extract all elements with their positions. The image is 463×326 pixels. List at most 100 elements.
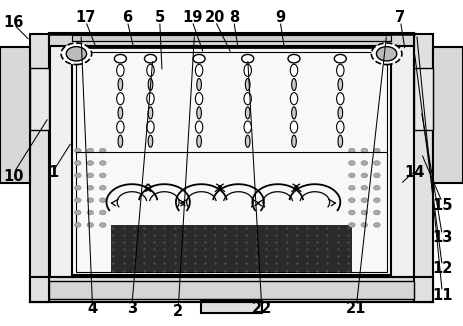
Circle shape xyxy=(87,161,94,165)
Bar xyxy=(72,35,391,41)
Circle shape xyxy=(66,47,87,61)
Circle shape xyxy=(349,198,355,202)
Bar xyxy=(30,277,433,302)
Ellipse shape xyxy=(338,107,343,119)
Text: 19: 19 xyxy=(182,10,202,25)
Ellipse shape xyxy=(147,121,154,133)
Text: 12: 12 xyxy=(432,261,452,276)
Circle shape xyxy=(75,185,81,190)
Ellipse shape xyxy=(118,79,123,91)
Circle shape xyxy=(349,223,355,227)
Text: 11: 11 xyxy=(432,288,452,303)
Polygon shape xyxy=(0,47,30,183)
Ellipse shape xyxy=(197,79,201,91)
Bar xyxy=(76,46,387,272)
Ellipse shape xyxy=(118,107,123,119)
Ellipse shape xyxy=(148,135,153,147)
Circle shape xyxy=(349,173,355,178)
Text: 5: 5 xyxy=(155,10,165,25)
Ellipse shape xyxy=(337,93,344,105)
Circle shape xyxy=(100,148,106,153)
Polygon shape xyxy=(30,68,49,130)
Ellipse shape xyxy=(244,93,251,105)
Circle shape xyxy=(75,148,81,153)
Circle shape xyxy=(242,54,254,63)
Circle shape xyxy=(193,54,205,63)
Circle shape xyxy=(361,173,368,178)
Circle shape xyxy=(361,161,368,165)
Circle shape xyxy=(349,148,355,153)
Bar xyxy=(379,47,394,60)
Ellipse shape xyxy=(148,107,153,119)
Bar xyxy=(49,33,414,46)
Text: 22: 22 xyxy=(251,301,272,316)
Circle shape xyxy=(374,161,380,165)
Ellipse shape xyxy=(197,107,201,119)
Circle shape xyxy=(349,210,355,215)
Polygon shape xyxy=(30,34,49,302)
Circle shape xyxy=(349,161,355,165)
Polygon shape xyxy=(414,68,433,130)
Ellipse shape xyxy=(290,121,298,133)
Circle shape xyxy=(374,173,380,178)
Text: 6: 6 xyxy=(122,10,132,25)
Text: 2: 2 xyxy=(173,304,183,319)
Bar xyxy=(111,225,352,272)
Ellipse shape xyxy=(245,135,250,147)
Circle shape xyxy=(361,148,368,153)
Text: 13: 13 xyxy=(432,230,452,245)
Circle shape xyxy=(114,54,126,63)
Text: 1: 1 xyxy=(48,165,58,180)
Circle shape xyxy=(75,210,81,215)
Circle shape xyxy=(349,185,355,190)
Circle shape xyxy=(374,210,380,215)
Ellipse shape xyxy=(117,93,124,105)
Circle shape xyxy=(374,198,380,202)
Circle shape xyxy=(75,198,81,202)
Circle shape xyxy=(361,210,368,215)
Polygon shape xyxy=(414,34,433,302)
Circle shape xyxy=(100,223,106,227)
Circle shape xyxy=(374,185,380,190)
Circle shape xyxy=(61,43,92,65)
Ellipse shape xyxy=(244,121,251,133)
Circle shape xyxy=(374,148,380,153)
Ellipse shape xyxy=(118,135,123,147)
Circle shape xyxy=(75,161,81,165)
Bar xyxy=(49,281,414,299)
Circle shape xyxy=(87,173,94,178)
Text: 21: 21 xyxy=(346,301,367,316)
Circle shape xyxy=(75,173,81,178)
Ellipse shape xyxy=(197,135,201,147)
Ellipse shape xyxy=(290,64,298,76)
Text: 7: 7 xyxy=(395,10,406,25)
Text: 16: 16 xyxy=(4,15,24,30)
Text: 9: 9 xyxy=(275,10,285,25)
Circle shape xyxy=(100,198,106,202)
Circle shape xyxy=(87,185,94,190)
Text: 10: 10 xyxy=(4,169,24,184)
Text: 4: 4 xyxy=(88,301,98,316)
Circle shape xyxy=(361,223,368,227)
Bar xyxy=(201,300,262,313)
Ellipse shape xyxy=(290,93,298,105)
Ellipse shape xyxy=(292,135,296,147)
Ellipse shape xyxy=(117,121,124,133)
Ellipse shape xyxy=(147,93,154,105)
Circle shape xyxy=(75,223,81,227)
Bar xyxy=(69,47,84,60)
Ellipse shape xyxy=(117,64,124,76)
Bar xyxy=(72,41,391,275)
Text: 17: 17 xyxy=(75,10,96,25)
Circle shape xyxy=(374,223,380,227)
Ellipse shape xyxy=(195,121,203,133)
Ellipse shape xyxy=(244,64,251,76)
Ellipse shape xyxy=(337,64,344,76)
Ellipse shape xyxy=(147,64,154,76)
Circle shape xyxy=(376,47,397,61)
Circle shape xyxy=(87,223,94,227)
Ellipse shape xyxy=(338,135,343,147)
Ellipse shape xyxy=(292,107,296,119)
Circle shape xyxy=(334,54,346,63)
Circle shape xyxy=(100,161,106,165)
